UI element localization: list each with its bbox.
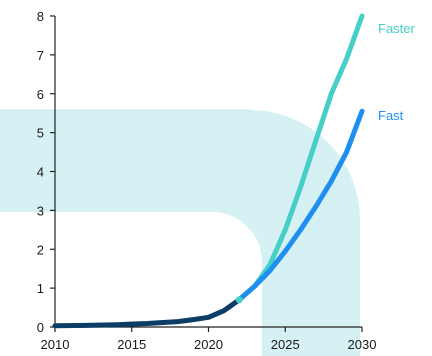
x-tick-label: 2010 [41, 337, 70, 352]
x-tick-label: 2030 [348, 337, 377, 352]
background-arc-shape [0, 110, 360, 356]
x-axis-ticks: 2010 2015 2020 2025 2030 [41, 327, 377, 352]
y-tick-label: 6 [37, 87, 44, 102]
data-point-historical [146, 322, 148, 325]
data-point-faster [315, 139, 317, 142]
series-label-fast: Fast [378, 108, 404, 123]
data-point-fast [345, 151, 348, 153]
data-point-fast [330, 180, 333, 182]
data-point-faster [299, 186, 302, 188]
y-axis-ticks: 0 1 2 3 4 5 6 7 8 [37, 9, 55, 335]
data-point-fast [253, 285, 256, 288]
data-point-faster [361, 15, 363, 17]
data-point-faster [269, 264, 271, 266]
data-point-historical [54, 325, 56, 327]
background-band [0, 109, 360, 356]
y-tick-label: 4 [37, 165, 44, 180]
data-point-historical [115, 323, 118, 326]
x-tick-label: 2015 [117, 337, 146, 352]
data-point-historical [223, 309, 225, 312]
series-layer [52, 13, 365, 329]
data-point-historical [84, 324, 87, 327]
data-point-historical [177, 320, 179, 323]
data-point-historical [192, 318, 194, 321]
data-point-fast [315, 205, 317, 208]
y-tick-label: 7 [37, 48, 44, 63]
projection-start-marker [235, 296, 243, 304]
y-tick-label: 2 [37, 242, 44, 257]
data-point-faster [345, 58, 348, 60]
data-point-historical [207, 316, 210, 319]
data-point-fast [284, 250, 287, 252]
x-tick-label: 2025 [271, 337, 300, 352]
series-fast [236, 108, 365, 303]
y-tick-label: 8 [37, 9, 44, 24]
x-tick-label: 2020 [194, 337, 223, 352]
data-point-fast [269, 269, 271, 272]
y-tick-label: 3 [37, 203, 44, 218]
series-line-historical [52, 297, 242, 329]
data-point-faster [284, 229, 287, 231]
data-point-fast [361, 110, 363, 112]
y-tick-label: 5 [37, 126, 44, 141]
data-point-fast [299, 229, 302, 231]
y-tick-label: 0 [37, 320, 44, 335]
series-label-faster: Faster [378, 21, 416, 36]
y-tick-label: 1 [37, 281, 44, 296]
data-point-faster [330, 93, 333, 95]
series-historical [52, 297, 242, 329]
